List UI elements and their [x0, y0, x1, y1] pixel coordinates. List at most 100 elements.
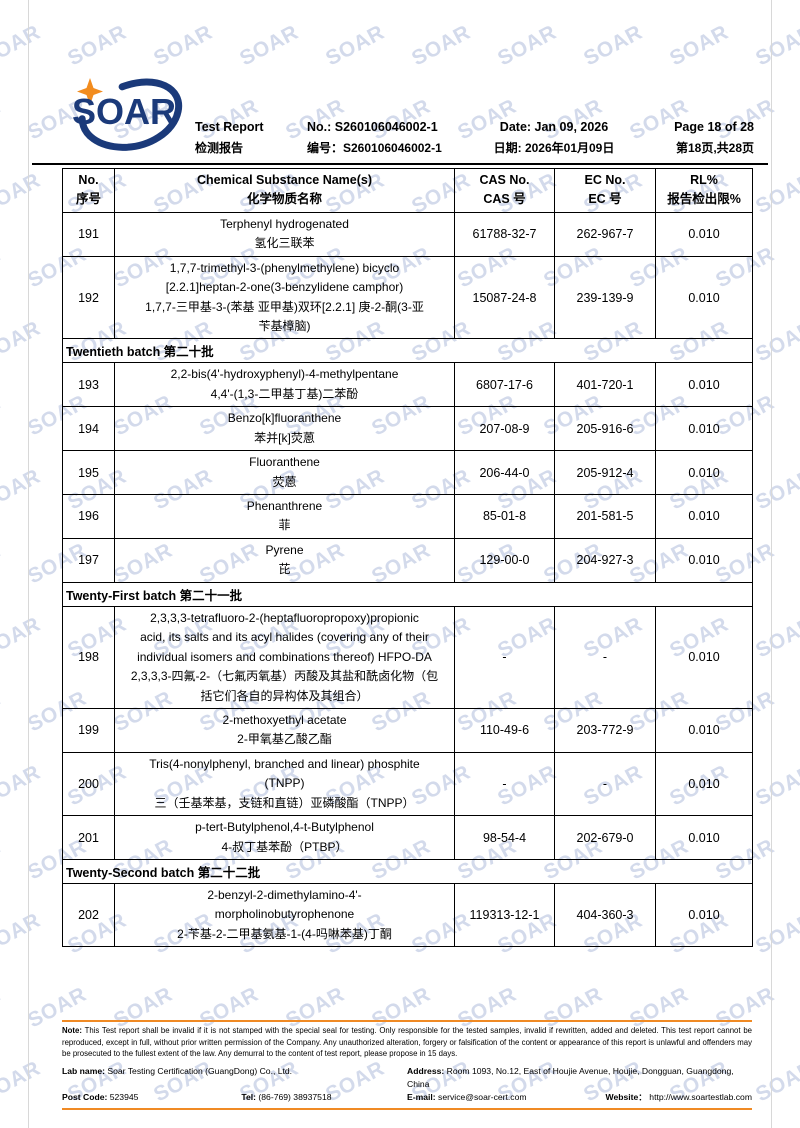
col-header-ec-cn: EC 号 — [588, 192, 622, 207]
batch-separator-row: Twentieth batch 第二十批 — [62, 338, 753, 364]
cell-cas-no: 6807-17-6 — [454, 362, 555, 408]
report-page-cn: 第18页,共28页 — [675, 141, 754, 155]
substance-name-line: 1,7,7-三甲基-3-(苯基 亚甲基)双环[2.2.1] 庚-2-酮(3-亚 — [145, 299, 424, 314]
report-page-en: Page 18 of 28 — [674, 120, 754, 134]
page-border-left — [28, 0, 29, 1128]
cell-rl: 0.010 — [655, 882, 753, 948]
table-row: 193 2,2-bis(4'-hydroxyphenyl)-4-methylpen… — [62, 362, 753, 408]
table-row: 198 2,3,3,3-tetrafluoro-2-(heptafluoropro… — [62, 605, 753, 709]
contact-row-1: Lab name: Soar Testing Certification (Gu… — [62, 1065, 752, 1091]
cell-no: 195 — [62, 450, 115, 495]
substance-name-line: 括它们各自的异构体及其组合） — [200, 688, 369, 703]
table-row: 194 Benzo[k]fluoranthene 苯并[k]荧蒽 207-08-9 20… — [62, 406, 753, 452]
report-footer: Note: This Test report shall be invalid … — [62, 1020, 752, 1110]
table-row: 200 Tris(4-nonylphenyl, branched and line… — [62, 751, 753, 817]
cell-substance-name: 2-benzyl-2-dimethylamino-4'- morpholinobu… — [114, 882, 455, 948]
substance-name-line: Phenanthrene — [246, 499, 323, 513]
cell-rl: 0.010 — [655, 211, 753, 257]
batch-label: Twentieth batch 第二十批 — [62, 338, 753, 364]
substance-name-line: 2-甲氧基乙酸乙酯 — [237, 732, 332, 747]
substance-name-line: Terphenyl hydrogenated — [220, 216, 349, 231]
lab-name-label: Lab name: — [62, 1066, 105, 1077]
address-field: Address: Room 1093, No.12, East of Houji… — [407, 1065, 752, 1091]
cell-substance-name: 2-methoxyethyl acetate 2-甲氧基乙酸乙酯 — [114, 707, 455, 753]
cell-no: 193 — [62, 362, 115, 408]
substance-name-line: p-tert-Butylphenol,4-t-Butylphenol — [195, 820, 374, 835]
report-title-cn: 检测报告 — [195, 141, 244, 155]
col-header-ec: EC No. EC 号 — [554, 168, 656, 213]
table-row: 195 Fluoranthene 荧蒽 206-44-0 205-912-4 0.010 — [62, 450, 753, 495]
col-header-name: Chemical Substance Name(s) 化学物质名称 — [114, 168, 455, 213]
col-header-rl-cn: 报告检出限% — [667, 192, 741, 207]
cell-substance-name: Phenanthrene 菲 — [114, 494, 455, 539]
cell-no: 200 — [62, 751, 115, 817]
cell-cas-no: 110-49-6 — [454, 707, 555, 753]
col-header-cas-en: CAS No. — [479, 173, 530, 187]
substance-name-line: 苄基樟脑) — [258, 318, 311, 333]
cell-ec-no: 203-772-9 — [554, 707, 656, 753]
table-row: 201 p-tert-Butylphenol,4-t-Butylphenol 4-叔… — [62, 815, 753, 860]
cell-substance-name: Tris(4-nonylphenyl, branched and linear)… — [114, 751, 455, 817]
svg-text:SOAR: SOAR — [72, 91, 176, 132]
substance-name-line: Pyrene — [265, 542, 304, 557]
cell-substance-name: Benzo[k]fluoranthene 苯并[k]荧蒽 — [114, 406, 455, 452]
cell-ec-no: 401-720-1 — [554, 362, 656, 408]
substance-name-line: 苯并[k]荧蒽 — [254, 430, 315, 445]
cell-rl: 0.010 — [655, 494, 753, 539]
substance-name-line: 4-叔丁基苯酚（PTBP） — [221, 839, 348, 854]
cell-cas-no: - — [454, 751, 555, 817]
batch-separator-row: Twenty-First batch 第二十一批 — [62, 581, 753, 607]
col-header-cas: CAS No. CAS 号 — [454, 168, 555, 213]
lab-name-value: Soar Testing Certification (GuangDong) C… — [104, 1066, 293, 1077]
substance-name-line: 芘 — [278, 562, 291, 577]
email-label: E-mail: — [407, 1092, 436, 1103]
note-label: Note: — [62, 1026, 82, 1036]
col-header-rl: RL% 报告检出限% — [655, 168, 753, 213]
cell-substance-name: p-tert-Butylphenol,4-t-Butylphenol 4-叔丁基苯… — [114, 815, 455, 860]
substance-name-line: 荧蒽 — [272, 474, 297, 489]
cell-rl: 0.010 — [655, 707, 753, 753]
cell-rl: 0.010 — [655, 362, 753, 408]
substance-name-line: [2.2.1]heptan-2-one(3-benzylidene campho… — [165, 280, 404, 295]
cell-no: 201 — [62, 815, 115, 860]
cell-substance-name: Pyrene 芘 — [114, 537, 455, 583]
batch-separator-row: Twenty-Second batch 第二十二批 — [62, 859, 753, 884]
cell-cas-no: - — [454, 605, 555, 709]
email-value: service@soar-cert.com — [435, 1092, 527, 1103]
cell-cas-no: 98-54-4 — [454, 815, 555, 860]
report-title-en: Test Report — [195, 120, 264, 134]
substance-name-line: Tris(4-nonylphenyl, branched and linear)… — [149, 756, 420, 771]
cell-ec-no: - — [554, 751, 656, 817]
cell-ec-no: 205-916-6 — [554, 406, 656, 452]
cell-no: 191 — [62, 211, 115, 257]
col-header-name-en: Chemical Substance Name(s) — [196, 173, 373, 187]
col-header-ec-en: EC No. — [584, 173, 626, 187]
substance-name-line: 2,3,3,3-四氟-2-（七氟丙氧基）丙酸及其盐和酰卤化物（包 — [130, 669, 439, 684]
cell-cas-no: 15087-24-8 — [454, 255, 555, 340]
postcode-tel-field: Post Code: 523945 Tel: (86-769) 38937518 — [62, 1091, 407, 1104]
cell-rl: 0.010 — [655, 450, 753, 495]
tel-label: Tel: — [241, 1092, 257, 1103]
substance-name-line: Fluoranthene — [249, 455, 320, 470]
col-header-no-en: No. — [78, 173, 99, 187]
cell-cas-no: 207-08-9 — [454, 406, 555, 452]
col-header-rl-en: RL% — [690, 173, 718, 187]
cell-no: 198 — [62, 605, 115, 709]
disclaimer-note: Note: This Test report shall be invalid … — [62, 1025, 752, 1059]
contact-row-2: Post Code: 523945 Tel: (86-769) 38937518… — [62, 1091, 752, 1104]
cell-no: 196 — [62, 494, 115, 539]
substance-name-line: morpholinobutyrophenone — [214, 907, 355, 922]
table-header-row: No. 序号 Chemical Substance Name(s) 化学物质名称… — [62, 168, 753, 213]
lab-name-field: Lab name: Soar Testing Certification (Gu… — [62, 1065, 407, 1091]
substance-name-line: individual isomers and combinations ther… — [137, 649, 432, 664]
substance-name-line: 2-苄基-2-二甲基氨基-1-(4-吗啉苯基)丁酮 — [177, 926, 392, 941]
substance-name-line: Benzo[k]fluoranthene — [227, 411, 342, 426]
page-border-right — [771, 0, 772, 1128]
cell-rl: 0.010 — [655, 815, 753, 860]
cell-ec-no: 202-679-0 — [554, 815, 656, 860]
substance-name-line: 2-methoxyethyl acetate — [222, 712, 347, 727]
cell-ec-no: 205-912-4 — [554, 450, 656, 495]
cell-cas-no: 119313-12-1 — [454, 882, 555, 948]
cell-ec-no: 201-581-5 — [554, 494, 656, 539]
cell-no: 202 — [62, 882, 115, 948]
